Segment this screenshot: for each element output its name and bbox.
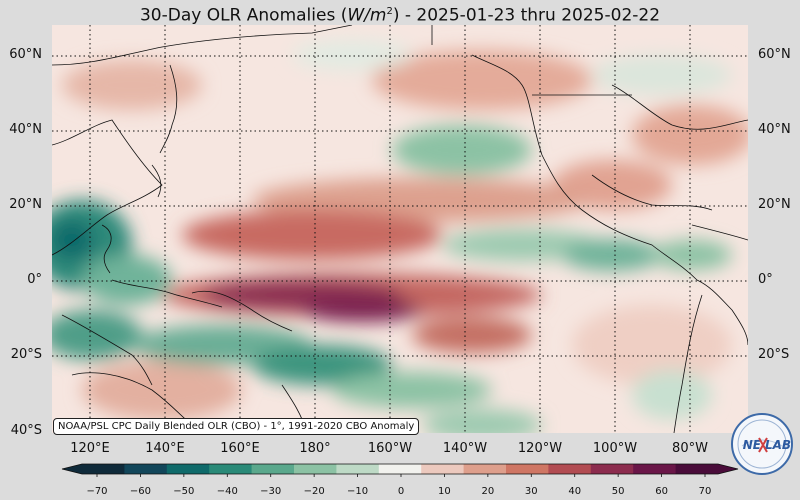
lat-label: 40°S	[10, 423, 42, 438]
colorbar-segment	[633, 464, 677, 474]
svg-text:LAB: LAB	[765, 438, 791, 452]
colorbar-segment	[590, 464, 634, 474]
colorbar-segment	[506, 464, 549, 474]
colorbar-tick-label: −40	[217, 486, 238, 497]
lat-label-right: 60°N	[758, 47, 791, 62]
colorbar-outline	[61, 463, 739, 475]
colorbar-segment	[166, 464, 210, 474]
colorbar-tick-label: −60	[130, 486, 151, 497]
colorbar-tick-label: −70	[86, 486, 107, 497]
olr-anomaly-map	[52, 25, 748, 433]
colorbar-tick-label: 20	[481, 486, 494, 497]
colorbar-segment	[251, 464, 295, 474]
coastlines	[52, 25, 748, 433]
colorbar-tick-label: 0	[398, 486, 404, 497]
colorbar-tick-label: 50	[612, 486, 625, 497]
map-title: 30-Day OLR Anomalies (W/m2) - 2025-01-23…	[139, 5, 661, 26]
lat-label-right: 20°N	[758, 197, 791, 212]
colorbar-min-extend	[62, 464, 82, 474]
colorbar-segment	[548, 464, 592, 474]
lat-label-right: 0°	[758, 272, 773, 287]
lon-label: 120°W	[517, 441, 563, 456]
colorbar-segment	[378, 464, 422, 474]
colorbar-tick-label: −10	[347, 486, 368, 497]
colorbar-tick-label: −50	[173, 486, 194, 497]
lon-label: 120°E	[70, 441, 110, 456]
graticule	[52, 25, 748, 433]
colorbar-max-extend	[718, 464, 738, 474]
lat-label: 60°N	[9, 47, 42, 62]
data-credit-label: NOAA/PSL CPC Daily Blended OLR (CBO) - 1…	[53, 418, 420, 435]
lat-label: 20°N	[9, 197, 42, 212]
lon-label: 140°W	[442, 441, 488, 456]
colorbar-segment	[209, 464, 253, 474]
colorbar-tick-label: 10	[438, 486, 451, 497]
lon-label: 100°W	[592, 441, 638, 456]
colorbar-tick-label: 60	[655, 486, 668, 497]
colorbar-tick-label: 40	[568, 486, 581, 497]
lon-label: 140°E	[145, 441, 185, 456]
lon-label: 80°W	[672, 441, 708, 456]
colorbar-ticks: −70 −60 −50 −40 −30 −20 −10 0 10 20 30 40 50 60 70	[86, 474, 711, 497]
colorbar-tick-label: −30	[260, 486, 281, 497]
svg-text:NE: NE	[743, 438, 762, 452]
lat-label: 20°S	[10, 347, 42, 362]
colorbar-segments	[61, 463, 739, 475]
colorbar-segment	[463, 464, 507, 474]
colorbar-segment	[336, 464, 380, 474]
colorbar-segment	[124, 464, 168, 474]
lat-label-right: 20°S	[758, 347, 790, 362]
lat-label: 0°	[27, 272, 42, 287]
lon-label: 160°E	[220, 441, 260, 456]
nexlab-logo: NE LAB	[731, 413, 793, 475]
anomaly-field	[52, 40, 748, 433]
lon-label: 160°W	[367, 441, 413, 456]
lat-label: 40°N	[9, 122, 42, 137]
colorbar-segment	[82, 464, 125, 474]
colorbar-tick-label: 70	[699, 486, 712, 497]
lat-label-right: 40°N	[758, 122, 791, 137]
colorbar-tick-label: 30	[525, 486, 538, 497]
colorbar-tick-label: −20	[304, 486, 325, 497]
colorbar: −70 −60 −50 −40 −30 −20 −10 0 10 20 30 40 50 60 70	[61, 463, 739, 497]
colorbar-segment	[675, 464, 719, 474]
lon-label: 180°	[299, 441, 331, 456]
colorbar-segment	[421, 464, 465, 474]
colorbar-segment	[294, 464, 337, 474]
